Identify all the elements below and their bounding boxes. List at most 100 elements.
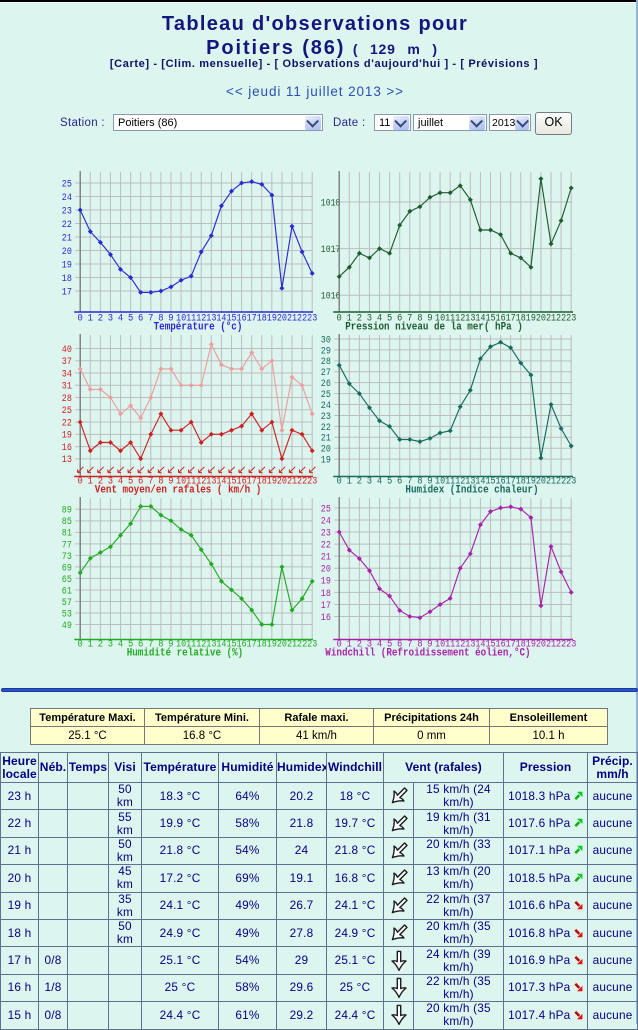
svg-text:11: 11 [445, 313, 455, 325]
svg-text:25: 25 [62, 178, 72, 190]
svg-text:19: 19 [62, 259, 72, 271]
svg-text:85: 85 [62, 516, 72, 528]
svg-text:21: 21 [546, 313, 556, 325]
svg-text:7: 7 [148, 475, 153, 487]
svg-text:23: 23 [321, 527, 331, 539]
svg-text:5: 5 [387, 313, 392, 325]
svg-text:14: 14 [216, 638, 226, 650]
svg-text:12: 12 [196, 475, 206, 487]
svg-text:12: 12 [455, 313, 465, 325]
svg-text:0: 0 [337, 313, 342, 325]
svg-text:1018: 1018 [321, 197, 341, 209]
svg-text:28: 28 [321, 356, 331, 368]
svg-text:3: 3 [367, 475, 372, 487]
svg-text:27: 27 [321, 367, 331, 379]
svg-text:3: 3 [367, 638, 372, 650]
svg-text:18: 18 [257, 638, 267, 650]
svg-text:22: 22 [321, 539, 331, 551]
svg-text:19: 19 [267, 313, 277, 325]
svg-text:25: 25 [62, 405, 72, 417]
svg-text:1016: 1016 [321, 291, 341, 303]
svg-text:5: 5 [128, 313, 133, 325]
svg-text:10: 10 [176, 313, 186, 325]
svg-text:21: 21 [287, 475, 297, 487]
svg-text:10: 10 [176, 475, 186, 487]
svg-text:19: 19 [321, 575, 331, 587]
svg-text:7: 7 [148, 313, 153, 325]
svg-text:6: 6 [138, 313, 143, 325]
svg-text:21: 21 [287, 638, 297, 650]
svg-text:26: 26 [321, 378, 331, 390]
svg-text:18: 18 [516, 475, 526, 487]
svg-text:1: 1 [88, 638, 93, 650]
svg-text:1: 1 [347, 638, 352, 650]
svg-text:6: 6 [397, 638, 402, 650]
svg-text:31: 31 [62, 380, 72, 392]
svg-text:77: 77 [62, 539, 72, 551]
svg-text:11: 11 [186, 313, 196, 325]
svg-text:4: 4 [118, 475, 123, 487]
svg-text:15: 15 [226, 638, 236, 650]
svg-text:25: 25 [321, 503, 331, 515]
svg-text:18: 18 [516, 313, 526, 325]
svg-text:13: 13 [206, 638, 216, 650]
svg-text:Vent moyen/en rafales ( km/h ): Vent moyen/en rafales ( km/h ) [95, 484, 261, 495]
svg-text:5: 5 [128, 475, 133, 487]
svg-text:2: 2 [98, 638, 103, 650]
svg-text:13: 13 [62, 454, 72, 466]
svg-text:0: 0 [78, 475, 83, 487]
svg-text:22: 22 [321, 421, 331, 433]
svg-text:21: 21 [62, 232, 72, 244]
svg-text:22: 22 [62, 219, 72, 231]
svg-text:16: 16 [496, 475, 506, 487]
svg-text:10: 10 [435, 313, 445, 325]
svg-text:11: 11 [445, 475, 455, 487]
svg-text:8: 8 [158, 638, 163, 650]
svg-text:16: 16 [237, 313, 247, 325]
svg-text:25: 25 [321, 389, 331, 401]
svg-text:17: 17 [247, 638, 257, 650]
svg-text:15: 15 [226, 313, 236, 325]
svg-text:9: 9 [168, 475, 173, 487]
svg-text:10: 10 [176, 638, 186, 650]
svg-text:73: 73 [62, 550, 72, 562]
svg-text:19: 19 [526, 638, 536, 650]
svg-text:61: 61 [62, 585, 72, 597]
svg-text:20: 20 [536, 313, 546, 325]
svg-text:30: 30 [321, 334, 331, 346]
svg-text:3: 3 [108, 638, 113, 650]
svg-text:22: 22 [297, 475, 307, 487]
svg-text:28: 28 [62, 392, 72, 404]
svg-text:23: 23 [307, 313, 317, 325]
svg-text:3: 3 [367, 313, 372, 325]
svg-text:12: 12 [196, 638, 206, 650]
svg-text:18: 18 [257, 475, 267, 487]
svg-text:5: 5 [128, 638, 133, 650]
svg-text:13: 13 [465, 475, 475, 487]
svg-text:23: 23 [307, 475, 317, 487]
svg-text:Pression niveau de la mer( hPa: Pression niveau de la mer( hPa ) [345, 322, 523, 333]
svg-text:22: 22 [556, 638, 566, 650]
svg-text:20: 20 [536, 475, 546, 487]
svg-text:21: 21 [546, 475, 556, 487]
svg-text:37: 37 [62, 356, 72, 368]
svg-text:19: 19 [267, 475, 277, 487]
svg-text:3: 3 [108, 475, 113, 487]
svg-text:7: 7 [407, 475, 412, 487]
svg-text:4: 4 [377, 638, 382, 650]
svg-text:4: 4 [377, 313, 382, 325]
svg-text:4: 4 [118, 638, 123, 650]
svg-text:7: 7 [148, 638, 153, 650]
svg-text:29: 29 [321, 345, 331, 357]
svg-text:10: 10 [435, 475, 445, 487]
svg-text:9: 9 [168, 638, 173, 650]
svg-text:22: 22 [62, 417, 72, 429]
svg-text:21: 21 [321, 551, 331, 563]
svg-text:20: 20 [321, 563, 331, 575]
svg-text:19: 19 [526, 313, 536, 325]
svg-text:23: 23 [307, 638, 317, 650]
svg-text:69: 69 [62, 562, 72, 574]
svg-text:15: 15 [485, 638, 495, 650]
svg-text:2: 2 [357, 475, 362, 487]
svg-text:9: 9 [168, 313, 173, 325]
